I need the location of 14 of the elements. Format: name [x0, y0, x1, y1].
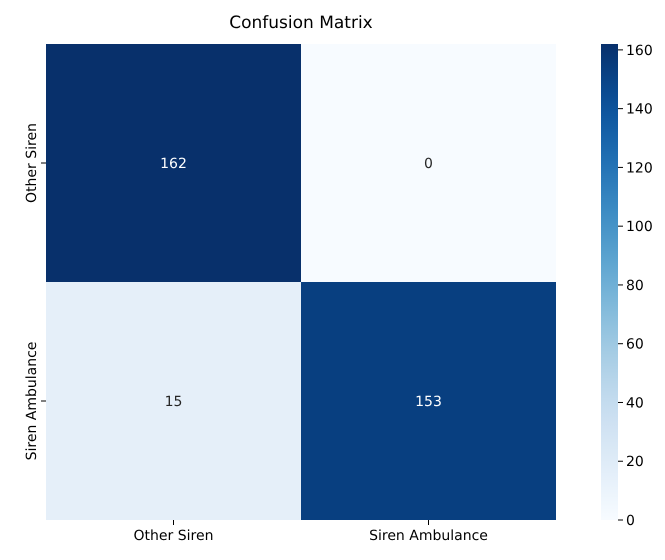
data-label: 0: [424, 156, 433, 172]
data-label: 153: [415, 394, 442, 410]
color-bar-label: 20: [626, 454, 644, 470]
color-bar-label: 160: [626, 42, 653, 59]
data-label: 162: [160, 156, 187, 172]
color-bar-label: 80: [626, 278, 644, 294]
color-bar-label: 140: [626, 102, 653, 118]
chart-title: Confusion Matrix: [229, 13, 373, 33]
data-label: 15: [164, 394, 182, 410]
color-bar-label: 60: [626, 336, 644, 353]
color-bar-label: 120: [626, 160, 653, 176]
color-bar-label: 40: [626, 395, 644, 412]
color-bar-label: 100: [626, 219, 653, 236]
color-bar-label: 0: [626, 512, 635, 529]
